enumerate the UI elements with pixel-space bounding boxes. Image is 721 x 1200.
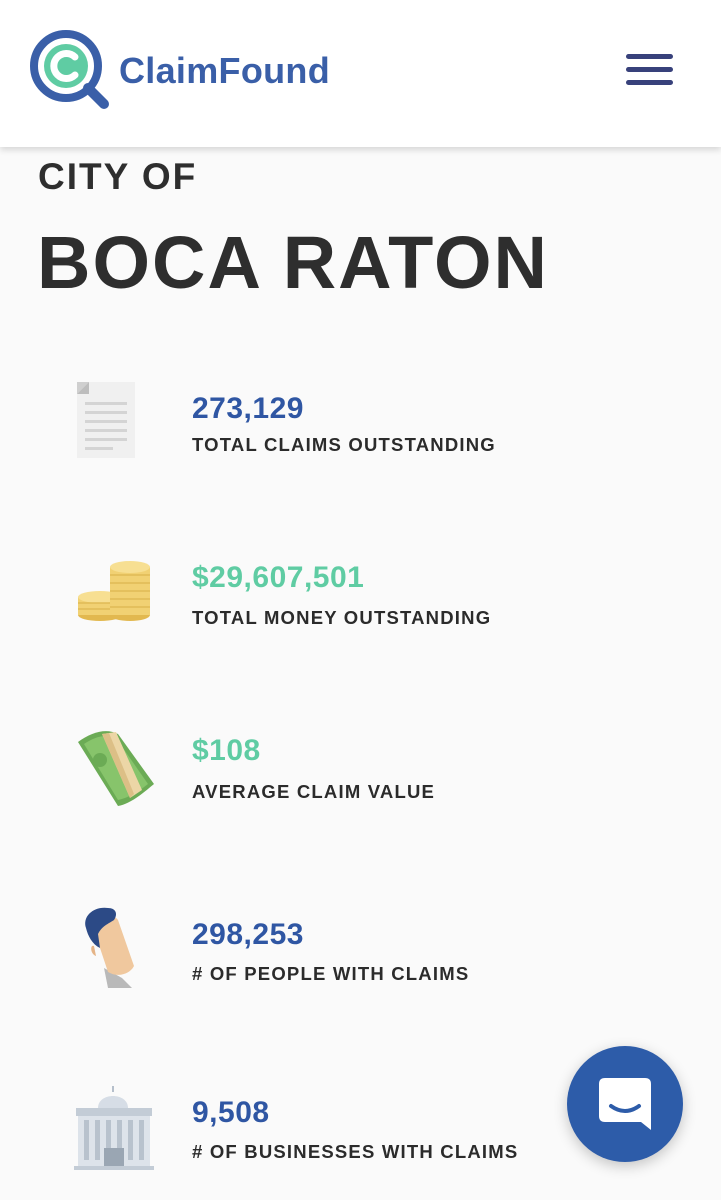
city-title: BOCA RATON bbox=[37, 221, 549, 304]
stat-value: $29,607,501 bbox=[192, 561, 365, 594]
chat-button[interactable] bbox=[567, 1046, 683, 1162]
stat-businesses: 9,508 # OF BUSINESSES WITH CLAIMS bbox=[0, 1084, 721, 1194]
city-prefix: CITY OF bbox=[38, 156, 198, 197]
coins-icon bbox=[72, 553, 162, 643]
stat-total-claims: 273,129 TOTAL CLAIMS OUTSTANDING bbox=[0, 380, 721, 490]
stat-value: 273,129 bbox=[192, 392, 304, 425]
stat-total-money: $29,607,501 TOTAL MONEY OUTSTANDING bbox=[0, 553, 721, 663]
stat-value: 9,508 bbox=[192, 1096, 270, 1129]
cash-bundle-icon bbox=[72, 724, 162, 814]
chat-bubble-icon bbox=[599, 1078, 651, 1130]
stat-label: TOTAL MONEY OUTSTANDING bbox=[192, 607, 492, 628]
stat-value: $108 bbox=[192, 734, 261, 767]
stat-average-value: $108 AVERAGE CLAIM VALUE bbox=[0, 724, 721, 834]
stat-value: 298,253 bbox=[192, 918, 304, 951]
document-icon bbox=[72, 380, 162, 470]
stat-label: # OF PEOPLE WITH CLAIMS bbox=[192, 963, 470, 984]
logo-text[interactable]: ClaimFound bbox=[119, 50, 330, 91]
claimfound-logo-icon[interactable] bbox=[28, 28, 112, 112]
stat-people: 298,253 # OF PEOPLE WITH CLAIMS bbox=[0, 902, 721, 1012]
hamburger-menu-icon[interactable] bbox=[620, 50, 678, 92]
building-icon bbox=[72, 1084, 162, 1174]
stat-label: AVERAGE CLAIM VALUE bbox=[192, 781, 436, 802]
stat-label: TOTAL CLAIMS OUTSTANDING bbox=[192, 434, 496, 455]
stat-label: # OF BUSINESSES WITH CLAIMS bbox=[192, 1141, 519, 1162]
person-icon bbox=[72, 902, 162, 992]
site-header: ClaimFound bbox=[0, 0, 721, 147]
